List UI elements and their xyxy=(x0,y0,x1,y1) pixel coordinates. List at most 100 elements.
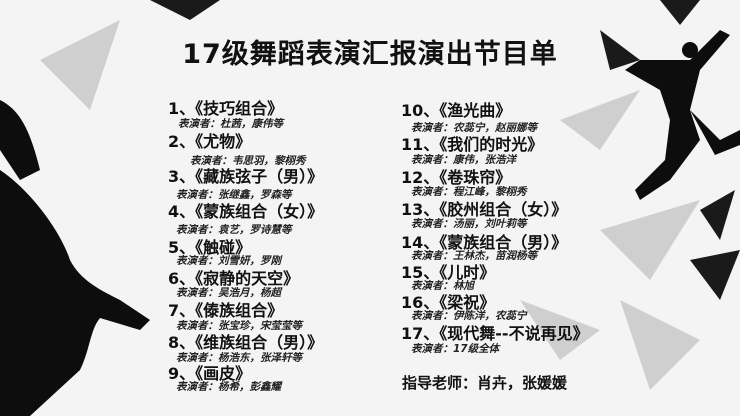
program-performers: 表演者：杜茜，康伟等 xyxy=(178,116,283,131)
program-name: 《蒙族组合（男）》 xyxy=(439,233,568,252)
program-number: 11、 xyxy=(401,135,440,154)
performer-names: 汤丽，刘叶莉等 xyxy=(453,218,527,230)
program-name: 《蒙族组合（女）》 xyxy=(195,202,324,221)
program-name: 《触碰》 xyxy=(195,238,252,257)
performer-names: 康伟，张浩洋 xyxy=(453,154,516,166)
program-item: 5、《触碰》 xyxy=(168,234,251,258)
program-number: 5、 xyxy=(168,238,196,257)
performer-label: 表演者： xyxy=(176,352,218,364)
program-performers: 表演者：程江峰，黎栩秀 xyxy=(411,184,527,199)
program-performers: 表演者：袁艺，罗诗慧等 xyxy=(176,222,292,237)
performer-names: 张继鑫，罗森等 xyxy=(218,189,292,201)
performer-names: 袁艺，罗诗慧等 xyxy=(218,224,292,236)
performer-names: 杨浩东，张泽轩等 xyxy=(218,352,302,364)
program-item: 2、《尤物》 xyxy=(168,128,251,152)
program-number: 16、 xyxy=(401,293,440,312)
page-title: 17级舞蹈表演汇报演出节目单 xyxy=(182,39,558,70)
program-name: 《我们的时光》 xyxy=(439,135,544,154)
performer-label: 表演者： xyxy=(411,343,453,355)
program-item: 16、《梁祝》 xyxy=(401,289,495,313)
program-performers: 表演者：康伟，张浩洋 xyxy=(411,152,516,167)
performer-label: 表演者： xyxy=(411,280,453,292)
performer-names: 韦思羽，黎栩秀 xyxy=(232,155,306,167)
program-item: 12、《卷珠帘》 xyxy=(401,164,511,188)
program-name: 《卷珠帘》 xyxy=(439,168,512,187)
program-item: 9、《画皮》 xyxy=(168,360,251,384)
program-name: 《现代舞--不说再见》 xyxy=(439,324,589,343)
program-number: 14、 xyxy=(401,233,440,252)
performer-label: 表演者： xyxy=(411,154,453,166)
performer-label: 表演者： xyxy=(411,122,453,134)
performer-label: 表演者： xyxy=(176,189,218,201)
program-number: 6、 xyxy=(168,269,196,288)
performer-names: 杜茜，康伟等 xyxy=(220,118,283,130)
program-number: 2、 xyxy=(168,132,196,151)
program-name: 《藏族弦子（男）》 xyxy=(195,167,324,186)
performer-label: 表演者： xyxy=(176,287,218,299)
program-number: 1、 xyxy=(168,99,196,118)
teacher-line: 指导老师：肖卉，张媛媛 xyxy=(402,374,568,392)
performer-names: 程江峰，黎栩秀 xyxy=(453,186,527,198)
performer-label: 表演者： xyxy=(176,381,218,393)
performer-label: 表演者： xyxy=(176,255,218,267)
program-performers: 表演者：农蕊宁，赵丽娜等 xyxy=(411,120,537,135)
program-item: 4、《蒙族组合（女）》 xyxy=(168,198,323,222)
program-item: 10、《渔光曲》 xyxy=(401,97,511,121)
performer-label: 表演者： xyxy=(176,320,218,332)
program-performers: 表演者：韦思羽，黎栩秀 xyxy=(190,153,306,168)
performer-names: 农蕊宁，赵丽娜等 xyxy=(453,122,537,134)
program-performers: 表演者：杨希，彭鑫耀 xyxy=(176,379,281,394)
program-number: 12、 xyxy=(401,168,440,187)
program-performers: 表演者：张继鑫，罗森等 xyxy=(176,187,292,202)
program-name: 《儿时》 xyxy=(439,263,496,282)
performer-label: 表演者： xyxy=(176,224,218,236)
performer-names: 17级全体 xyxy=(453,343,500,355)
performer-names: 杨希，彭鑫耀 xyxy=(218,381,281,393)
program-performers: 表演者：王林杰，苗润杨等 xyxy=(411,248,537,263)
program-item: 1、《技巧组合》 xyxy=(168,95,283,119)
program-item: 11、《我们的时光》 xyxy=(401,131,543,155)
program-name: 《维族组合（男）》 xyxy=(195,333,324,352)
performer-label: 表演者： xyxy=(178,118,220,130)
program-number: 10、 xyxy=(401,101,440,120)
program-number: 4、 xyxy=(168,202,196,221)
performer-names: 刘雪妍，罗刚 xyxy=(218,255,281,267)
program-item: 13、《胶州组合（女）》 xyxy=(401,196,567,220)
program-performers: 表演者：张宝珍，宋莹莹等 xyxy=(176,318,302,333)
program-number: 13、 xyxy=(401,200,440,219)
performer-label: 表演者： xyxy=(411,218,453,230)
program-name: 《画皮》 xyxy=(195,364,252,383)
right-dancer-silhouette xyxy=(625,30,740,200)
program-number: 7、 xyxy=(168,301,196,320)
performer-label: 表演者： xyxy=(190,155,232,167)
program-name: 《胶州组合（女）》 xyxy=(439,200,568,219)
program-performers: 表演者：17级全体 xyxy=(411,341,499,356)
program-number: 8、 xyxy=(168,333,196,352)
program-item: 14、《蒙族组合（男）》 xyxy=(401,229,567,253)
program-number: 17、 xyxy=(401,324,440,343)
program-name: 《寂静的天空》 xyxy=(195,269,300,288)
program-performers: 表演者：汤丽，刘叶莉等 xyxy=(411,216,527,231)
performer-names: 伊陈洋，农蕊宁 xyxy=(453,310,527,322)
performer-names: 王林杰，苗润杨等 xyxy=(453,250,537,262)
program-name: 《梁祝》 xyxy=(439,293,496,312)
program-item: 7、《傣族组合》 xyxy=(168,297,283,321)
program-performers: 表演者：伊陈洋，农蕊宁 xyxy=(411,308,527,323)
program-item: 15、《儿时》 xyxy=(401,259,495,283)
program-number: 9、 xyxy=(168,364,196,383)
program-item: 3、《藏族弦子（男）》 xyxy=(168,163,323,187)
program-item: 8、《维族组合（男）》 xyxy=(168,329,323,353)
program-performers: 表演者：林旭 xyxy=(411,278,474,293)
program-performers: 表演者：吴浩月，杨超 xyxy=(176,285,281,300)
program-name: 《技巧组合》 xyxy=(195,99,284,118)
program-number: 3、 xyxy=(168,167,196,186)
performer-label: 表演者： xyxy=(411,310,453,322)
performer-label: 表演者： xyxy=(411,186,453,198)
performer-label: 表演者： xyxy=(411,250,453,262)
program-name: 《尤物》 xyxy=(195,132,252,151)
program-item: 6、《寂静的天空》 xyxy=(168,265,299,289)
program-name: 《渔光曲》 xyxy=(439,101,512,120)
program-performers: 表演者：杨浩东，张泽轩等 xyxy=(176,350,302,365)
left-dancer-silhouette xyxy=(0,100,150,416)
